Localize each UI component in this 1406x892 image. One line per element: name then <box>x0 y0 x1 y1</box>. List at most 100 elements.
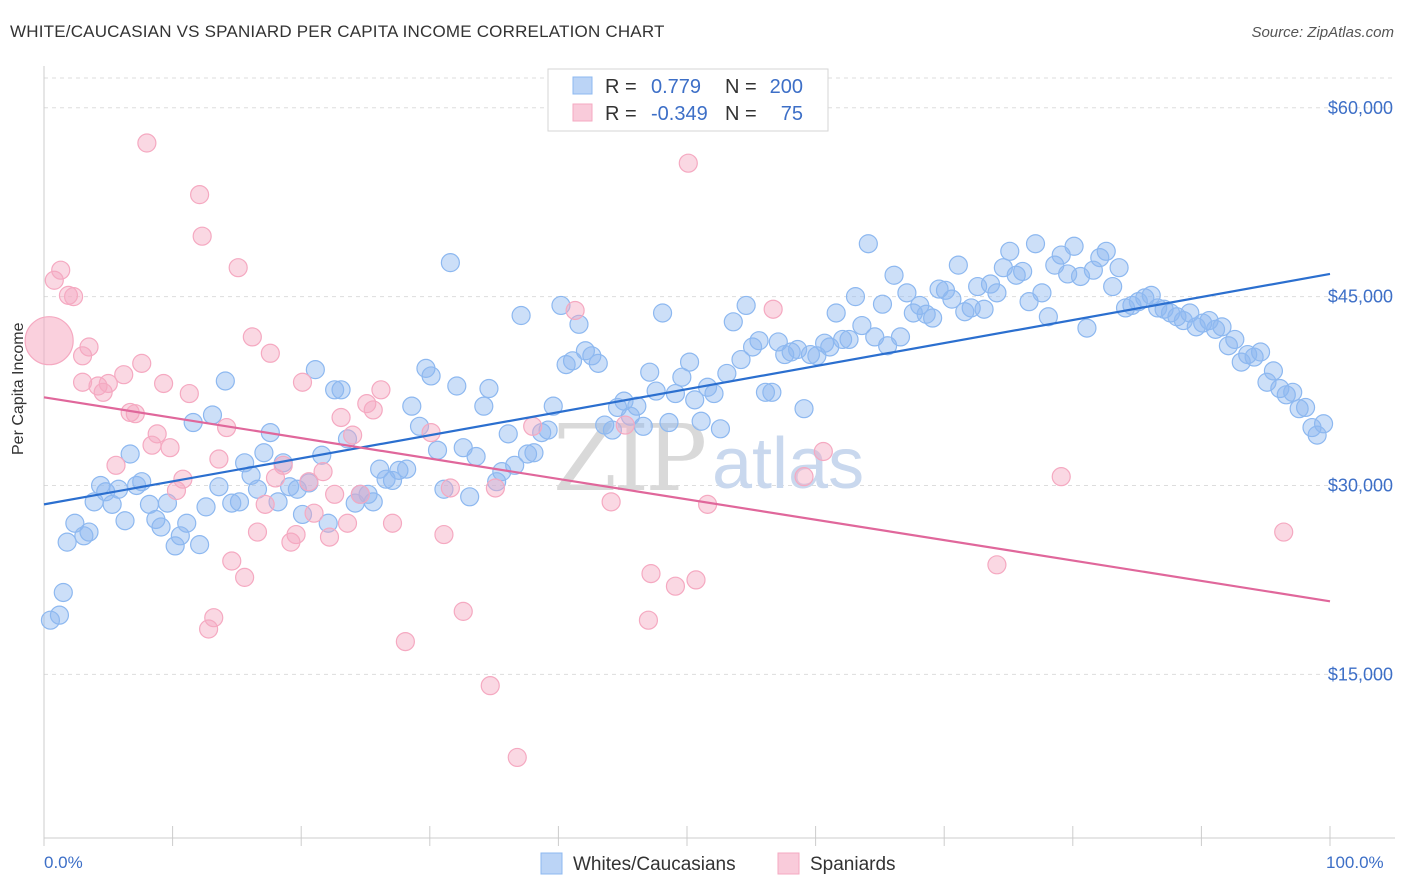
white-caucasian-point <box>170 526 190 546</box>
white-caucasian-point <box>948 255 968 275</box>
white-caucasian-point <box>1013 261 1033 282</box>
white-caucasian-point <box>287 479 307 499</box>
stats-legend <box>547 68 829 132</box>
spaniard-point <box>147 424 167 444</box>
spaniard-point <box>222 551 242 571</box>
legend-swatch <box>572 103 593 122</box>
white-caucasian-point <box>575 341 596 361</box>
spaniard-point <box>273 455 293 475</box>
white-caucasian-point <box>845 287 866 307</box>
white-caucasian-point <box>190 535 210 555</box>
white-caucasian-point <box>731 349 751 370</box>
spaniard-point <box>987 555 1007 575</box>
white-caucasian-point <box>1096 241 1116 261</box>
white-caucasian-point <box>1141 285 1161 305</box>
white-caucasian-point <box>704 383 724 404</box>
white-caucasian-point <box>787 339 808 360</box>
white-caucasian-point <box>474 396 494 416</box>
legend-swatch <box>540 852 563 875</box>
white-caucasian-point <box>602 420 623 440</box>
r-value: 0.779 <box>651 76 701 98</box>
white-caucasian-point <box>582 346 602 366</box>
spaniard-point <box>160 438 180 458</box>
spaniard-point <box>641 564 661 584</box>
white-caucasian-point <box>177 513 197 533</box>
spaniard-point <box>686 570 706 590</box>
white-caucasian-point <box>923 308 943 328</box>
spaniard-point <box>434 524 454 545</box>
spaniard-point <box>440 478 460 498</box>
white-caucasian-point <box>665 383 686 404</box>
chart-title: WHITE/CAUCASIAN VS SPANIARD PER CAPITA I… <box>10 22 665 41</box>
white-caucasian-point <box>389 460 409 480</box>
spaniard-point <box>44 270 64 290</box>
white-caucasian-point <box>723 312 743 332</box>
spaniard-point <box>304 503 324 523</box>
white-caucasian-point <box>505 455 525 475</box>
white-caucasian-point <box>897 283 917 303</box>
white-caucasian-point <box>79 522 99 542</box>
x-axis-min-label: 0.0% <box>44 853 83 872</box>
spaniard-point <box>132 353 152 373</box>
spaniard-point <box>638 610 659 630</box>
spaniard-point <box>331 407 351 428</box>
white-caucasian-trend-line <box>43 272 1331 506</box>
spaniard-point <box>523 416 543 436</box>
white-caucasian-point <box>640 362 660 382</box>
legend-swatch <box>777 852 800 875</box>
spaniard-point <box>507 747 527 768</box>
white-caucasian-point <box>427 440 448 460</box>
white-caucasian-point <box>325 380 345 400</box>
spaniard-point <box>665 576 686 596</box>
spaniard-point <box>615 415 635 435</box>
white-caucasian-point <box>890 327 911 347</box>
spaniard-point <box>260 343 280 363</box>
white-caucasian-point <box>826 303 846 323</box>
y-tick-label: $30,000 <box>1328 475 1393 495</box>
spaniard-point <box>421 422 441 443</box>
white-caucasian-point <box>57 532 77 552</box>
white-caucasian-point <box>382 470 403 491</box>
white-caucasian-point <box>538 420 558 440</box>
white-caucasian-point <box>815 333 835 353</box>
white-caucasian-point <box>852 315 872 336</box>
white-caucasian-point <box>633 416 653 436</box>
spaniard-point <box>319 527 340 547</box>
spaniard-point <box>235 567 255 587</box>
white-caucasian-point <box>1212 317 1232 337</box>
white-caucasian-point <box>652 303 673 323</box>
white-caucasian-point <box>551 295 571 316</box>
spaniard-point <box>153 373 174 394</box>
white-caucasian-point <box>685 390 705 410</box>
white-caucasian-point <box>710 419 731 439</box>
white-caucasian-point <box>1244 347 1264 367</box>
white-caucasian-point <box>543 396 563 416</box>
spaniard-point <box>286 524 306 545</box>
spaniard-point <box>255 494 275 514</box>
spaniard-point <box>228 258 248 278</box>
spaniard-point <box>601 492 621 512</box>
white-caucasian-point <box>562 351 583 371</box>
white-caucasian-point <box>1313 414 1334 434</box>
white-caucasian-point <box>196 497 216 517</box>
spaniard-point <box>299 472 319 492</box>
white-caucasian-point <box>646 381 666 401</box>
white-caucasian-point <box>280 477 300 497</box>
spaniard-point <box>313 462 333 482</box>
white-caucasian-point <box>794 399 814 419</box>
spaniard-point <box>137 133 157 153</box>
white-caucasian-point <box>942 289 962 309</box>
white-caucasian-point <box>839 329 859 350</box>
white-caucasian-point <box>1231 352 1251 372</box>
white-caucasian-point <box>305 360 325 380</box>
spaniard-point <box>292 372 313 392</box>
white-caucasian-point <box>800 344 821 365</box>
white-caucasian-point <box>749 331 769 351</box>
white-caucasian-point <box>1263 361 1284 381</box>
white-caucasian-point <box>498 424 518 444</box>
spaniard-point <box>204 608 224 628</box>
white-caucasian-point <box>1000 241 1020 261</box>
spaniard-point <box>242 327 262 347</box>
white-caucasian-point <box>1295 397 1316 418</box>
